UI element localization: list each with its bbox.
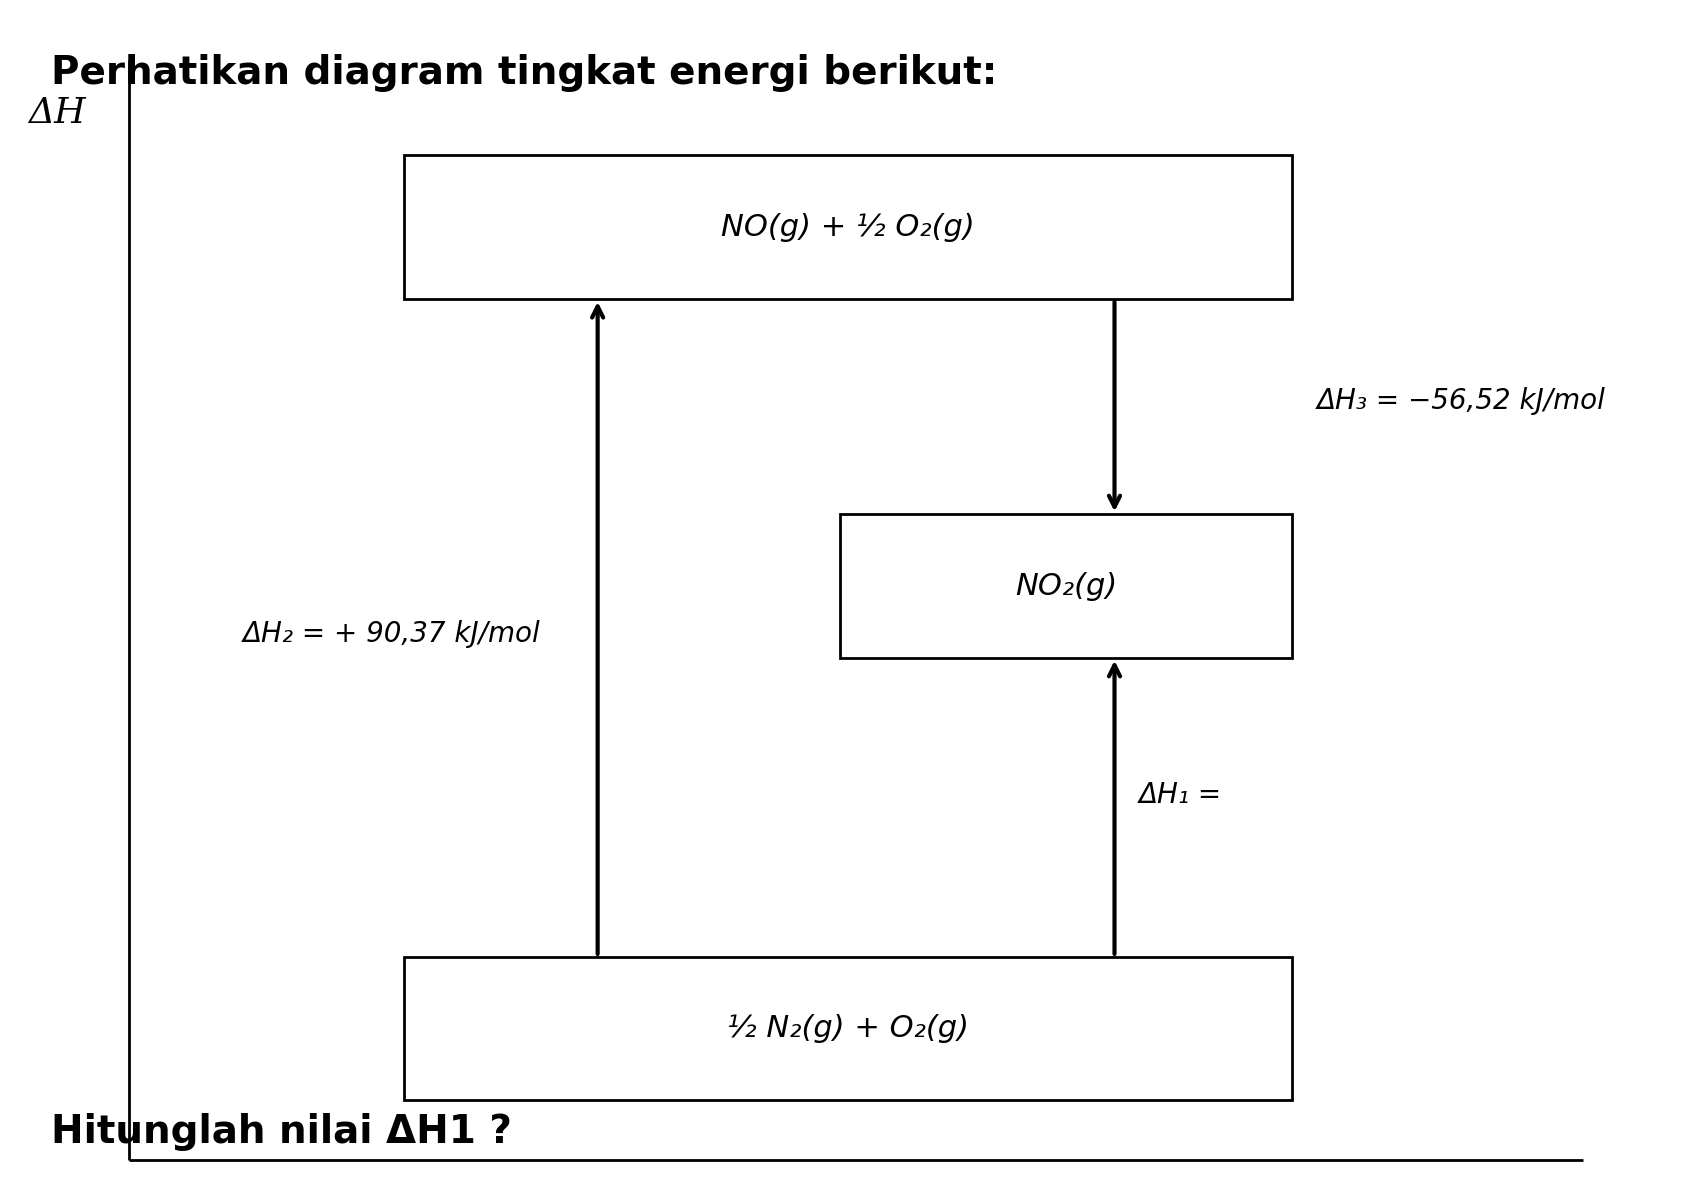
FancyBboxPatch shape: [840, 514, 1292, 658]
Text: Hitunglah nilai ΔH1 ?: Hitunglah nilai ΔH1 ?: [51, 1112, 512, 1151]
Text: ½ N₂(g) + O₂(g): ½ N₂(g) + O₂(g): [728, 1014, 968, 1043]
Text: ΔH₃ = −56,52 kJ/mol: ΔH₃ = −56,52 kJ/mol: [1316, 386, 1606, 415]
Text: ΔH₂ = + 90,37 kJ/mol: ΔH₂ = + 90,37 kJ/mol: [243, 620, 539, 648]
FancyBboxPatch shape: [404, 957, 1292, 1100]
Text: ΔH: ΔH: [27, 96, 85, 129]
Text: Perhatikan diagram tingkat energi berikut:: Perhatikan diagram tingkat energi beriku…: [51, 54, 997, 92]
Text: NO₂(g): NO₂(g): [1014, 572, 1118, 600]
FancyBboxPatch shape: [404, 155, 1292, 299]
Text: NO(g) + ½ O₂(g): NO(g) + ½ O₂(g): [721, 213, 975, 242]
Text: ΔH₁ =: ΔH₁ =: [1138, 781, 1221, 810]
